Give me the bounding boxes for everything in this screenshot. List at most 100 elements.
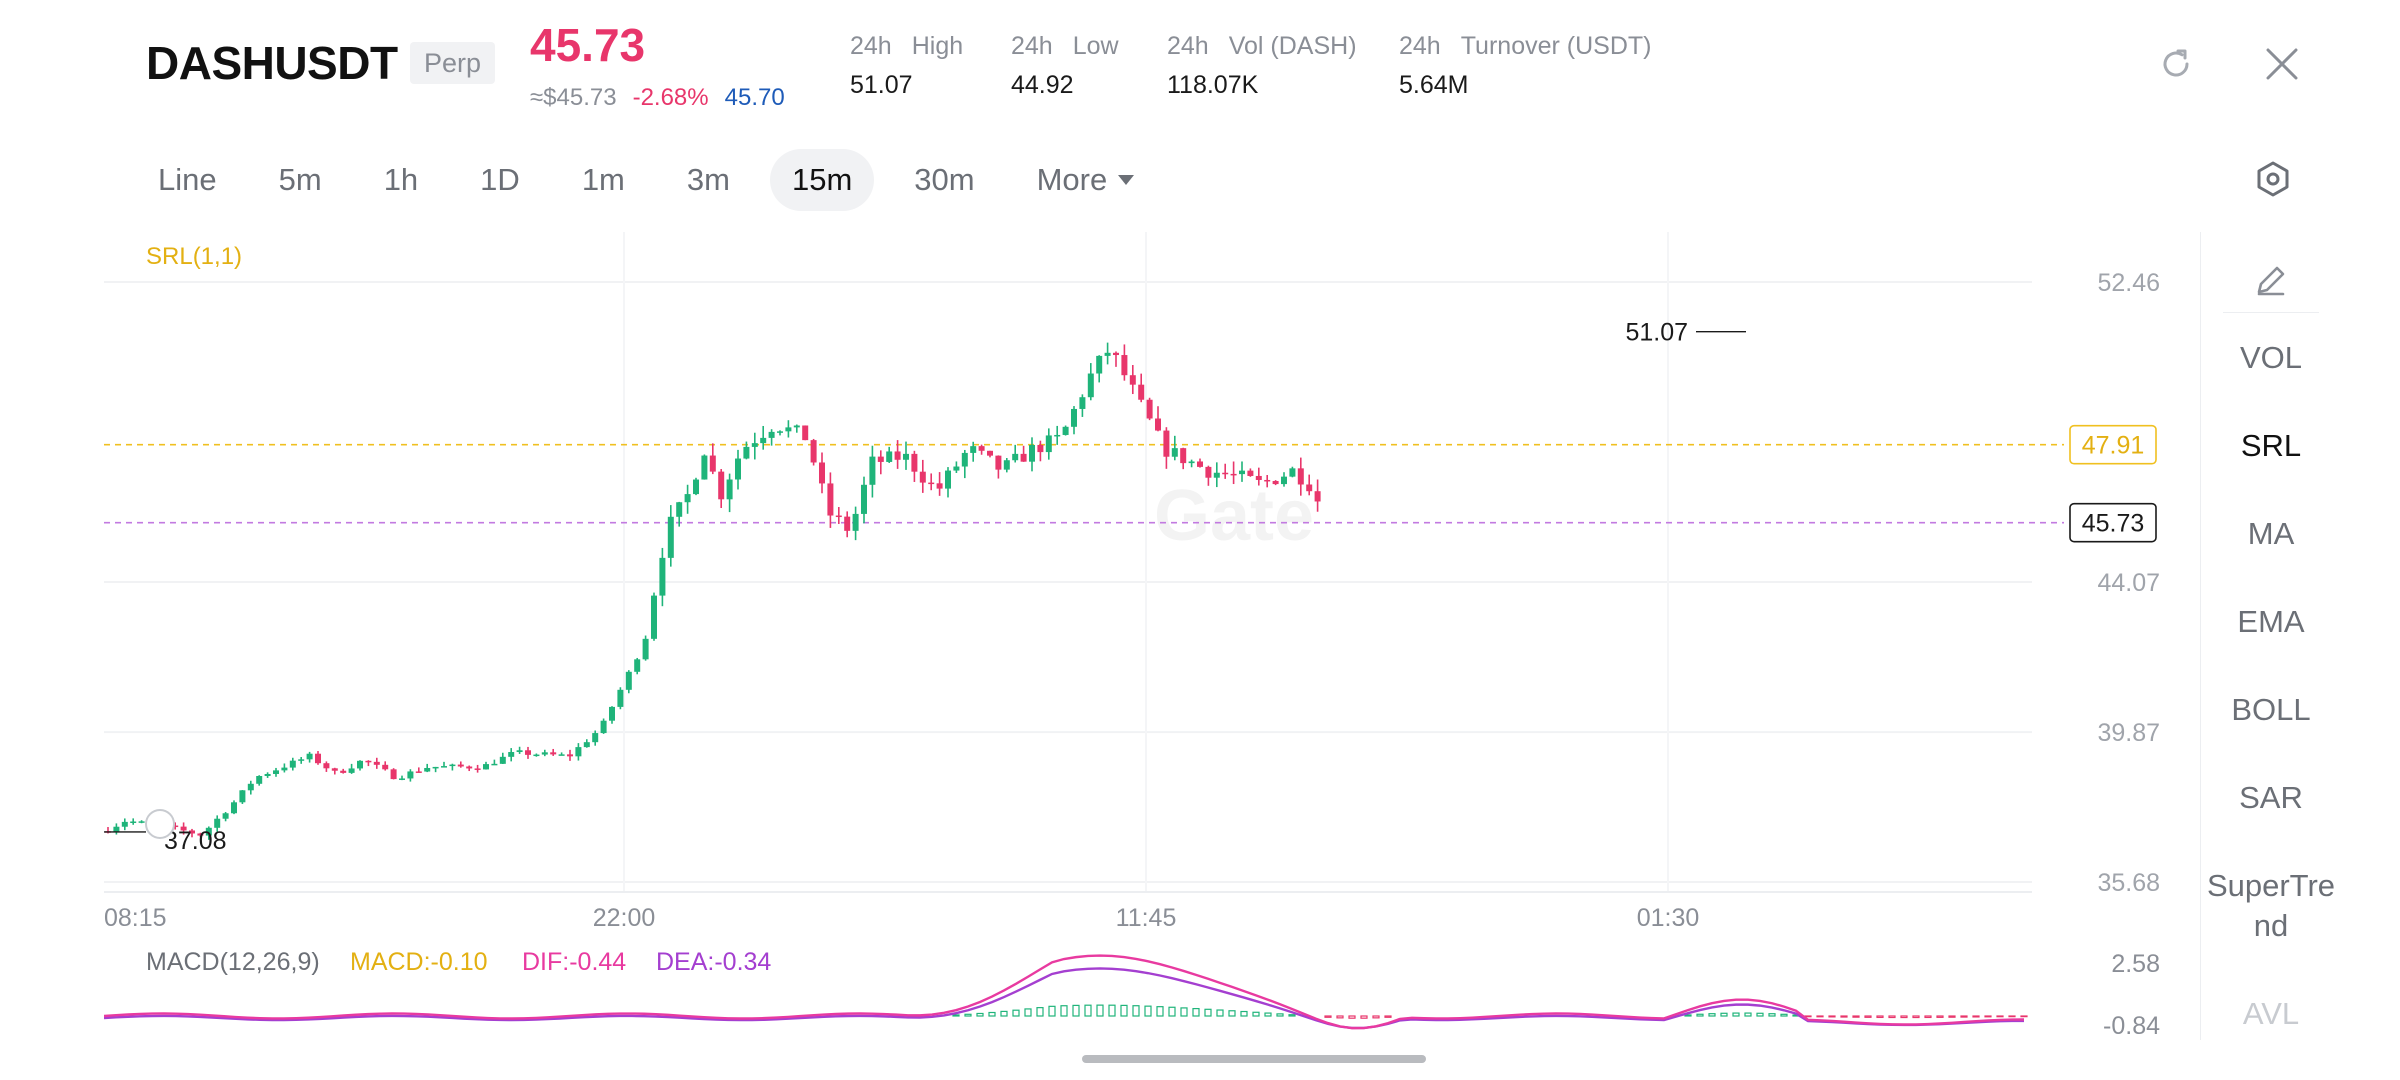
candle-up [357,760,363,769]
tab-interval-5m[interactable]: 5m [278,162,322,197]
tab-interval-30m[interactable]: 30m [914,162,975,197]
candle-down [936,483,943,489]
candle-up [1003,460,1010,470]
candle-up [735,458,741,480]
macd-histogram-bar [988,1011,996,1017]
candle-up [693,479,699,495]
candle-up [222,813,229,819]
macd-histogram-bar [1204,1008,1212,1017]
draw-tool-button[interactable] [2241,250,2301,310]
interval-tabs: Line 5m 1h 1D 1m 3m 15m 30m More [136,148,1157,212]
indicator-boll[interactable]: BOLL [2231,692,2311,727]
macd-histogram-bar [1888,1015,1896,1019]
candle-up [1071,408,1077,427]
candle-down [1163,430,1170,457]
home-indicator-bar [1082,1055,1426,1063]
caret-down-icon [1118,175,1135,185]
close-button[interactable] [2252,34,2312,94]
candle-up [130,821,137,824]
stat-24h-turnover: 24h Turnover (USDT) 5.64M [1399,32,1651,100]
candle-up [1079,397,1086,409]
candle-up [1012,453,1019,461]
stat-period: 24h [850,32,892,60]
candle-up [1213,472,1220,478]
candle-down [1113,352,1119,356]
candle-down [1138,384,1145,400]
macd-histogram-bar [976,1012,984,1017]
stat-period: 24h [1399,32,1441,60]
candle-down [197,833,204,836]
candle-up [617,689,624,707]
candle-down [919,471,926,483]
candle-down [1255,475,1262,480]
candle-down [1314,491,1321,502]
tab-interval-1m[interactable]: 1m [581,162,625,197]
chart-grid [104,232,2032,893]
tab-interval-15m[interactable]: 15m [769,149,875,211]
srl-level-line: 47.91 [104,424,2157,465]
indicator-sar[interactable]: SAR [2239,780,2303,815]
indicator-supertrend[interactable]: SuperTrend [2206,868,2336,943]
refresh-button[interactable] [2146,34,2206,94]
candle-down [1230,473,1237,476]
hexagon-settings-icon [2257,161,2289,197]
tab-interval-1d[interactable]: 1D [480,162,520,197]
macd-histogram-bar [1900,1015,1908,1019]
macd-histogram-bar [1084,1004,1092,1017]
approx-usd-price: ≈$45.73 [530,84,617,111]
time-axis: 08:15 22:00 11:45 01:30 [104,904,1699,932]
price-tick-3: 35.68 [2097,869,2160,897]
candle-up [592,733,599,743]
macd-histogram-bar [1096,1004,1104,1017]
candle-down [718,471,725,500]
candle-down [709,455,716,472]
candle-up [424,767,431,772]
tab-interval-line[interactable]: Line [158,162,217,197]
macd-histogram-bar [1972,1015,1980,1018]
candle-up [1096,355,1103,374]
tab-interval-1h[interactable]: 1h [383,162,419,197]
candles [105,342,1321,840]
stat-value: 5.64M [1399,71,1469,99]
indicator-ma[interactable]: MA [2247,516,2295,551]
candle-up [256,775,263,784]
macd-histogram-bar [1144,1005,1152,1017]
candle-up [861,484,867,514]
more-intervals-button[interactable]: More [1015,149,1158,211]
macd-histogram-bar [1384,1015,1392,1018]
candle-down [819,462,825,484]
macd-histogram-bar [1252,1011,1260,1017]
candle-up [1104,352,1111,356]
dif-value: DIF:-0.44 [522,948,626,976]
chart-settings-button[interactable] [2243,149,2303,209]
candle-up [886,451,893,462]
candle-up [953,466,960,471]
candle-up [138,821,145,823]
candle-up [348,768,355,773]
macd-histogram-bar [1816,1015,1824,1018]
tab-interval-3m[interactable]: 3m [686,162,730,197]
candle-down [189,830,195,834]
macd-histogram-bar [1324,1015,1332,1018]
indicator-vol[interactable]: VOL [2239,340,2303,375]
macd-histogram-bar [1180,1007,1188,1017]
candlestick-chart[interactable]: Gate SRL(1,1) 47.91 45.73 52.46 44.07 39.8… [103,232,2200,1040]
dif-line [103,954,2025,1030]
symbol-title[interactable]: DASHUSDT [146,37,398,89]
macd-histogram-bar [1156,1006,1164,1017]
candle-down [1146,399,1153,419]
macd-histogram-bar [1228,1010,1236,1017]
candle-up [399,778,405,780]
stat-24h-volume: 24h Vol (DASH) 118.07K [1167,32,1357,100]
candle-up [121,821,128,827]
stat-label: Low [1072,32,1119,60]
chart-area[interactable]: Gate SRL(1,1) 47.91 45.73 52.46 44.07 39.8… [103,232,2200,1040]
indicator-ema[interactable]: EMA [2237,604,2305,639]
candle-down [550,752,557,755]
indicator-srl[interactable]: SRL [2240,428,2302,463]
macd-histogram-bar [1348,1015,1356,1019]
macd-histogram-bar [2008,1015,2016,1018]
sub-price-row: ≈$45.73 -2.68% 45.70 [530,84,785,112]
indicator-avl[interactable]: AVL [2242,996,2300,1031]
